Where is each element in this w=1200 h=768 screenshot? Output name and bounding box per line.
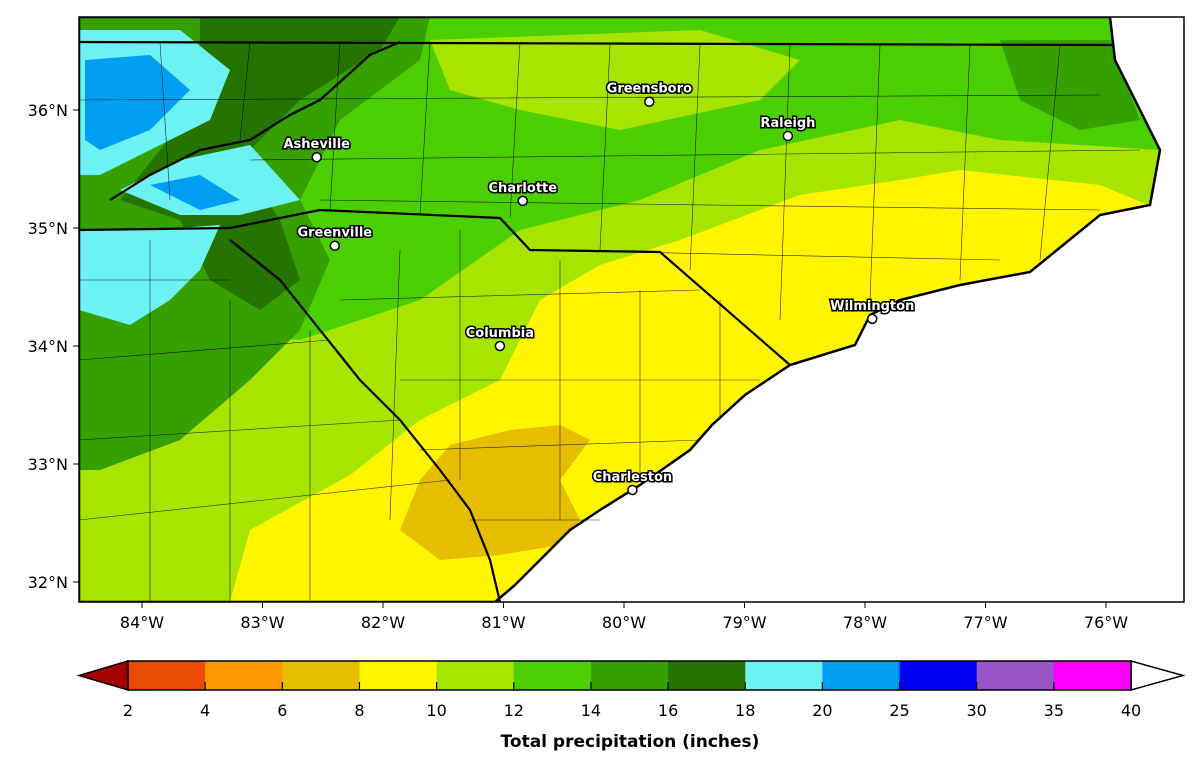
city-charleston: Charleston <box>591 468 674 496</box>
colorbar-tick-label: 20 <box>812 701 832 720</box>
precip-zone-14-16-ne <box>1000 40 1140 130</box>
lon-tick-label: 79°W <box>722 613 766 632</box>
city-label: Raleigh <box>760 116 815 131</box>
city-dot <box>866 313 878 325</box>
city-wilmington: Wilmington <box>829 297 916 325</box>
lat-tick-label: 36°N <box>28 101 68 120</box>
colorbar-tick-label: 30 <box>967 701 987 720</box>
lon-tick-label: 76°W <box>1084 613 1128 632</box>
city-label: Wilmington <box>830 299 914 314</box>
colorbar-bin <box>513 661 592 690</box>
colorbar-bin <box>436 661 515 690</box>
lon-tick-label: 82°W <box>361 613 405 632</box>
colorbar-tick-label: 10 <box>426 701 446 720</box>
county-lines <box>79 41 1141 602</box>
lat-tick-label: 33°N <box>28 455 68 474</box>
city-label: Columbia <box>466 326 534 341</box>
city-dot <box>782 130 794 142</box>
map-area <box>79 17 1184 602</box>
colorbar-outline <box>127 660 1132 691</box>
map-frame <box>78 16 1185 603</box>
lon-tick-label: 80°W <box>602 613 646 632</box>
colorbar-tick-label: 12 <box>504 701 524 720</box>
colorbar-tick-label: 25 <box>889 701 909 720</box>
colorbar-bin <box>205 661 283 690</box>
city-raleigh: Raleigh <box>759 114 817 142</box>
city-asheville: Asheville <box>282 136 352 163</box>
latitude-ticks: 36°N 35°N 34°N 33°N 32°N <box>28 101 79 592</box>
city-dot <box>517 195 529 207</box>
ga-nc-border <box>79 226 231 232</box>
colorbar-bin <box>282 661 360 690</box>
colorbar-title: Total precipitation (inches) <box>501 732 760 752</box>
colorbar-bin <box>128 661 206 690</box>
colorbar-tick-label: 16 <box>658 701 678 720</box>
colorbar-tick-label: 6 <box>277 701 287 720</box>
lon-tick-label: 83°W <box>240 613 284 632</box>
colorbar-over-arrow <box>1130 660 1186 691</box>
longitude-ticks: 84°W 83°W 82°W 81°W 80°W 79°W 78°W 77°W 76°W <box>120 602 1128 632</box>
colorbar-under-arrow <box>76 659 129 692</box>
nc-tn-border <box>109 40 401 201</box>
precip-zone-10-12-north <box>430 30 800 130</box>
city-columbia: Columbia <box>464 325 536 352</box>
city-charlotte: Charlotte <box>487 179 559 207</box>
city-markers: Greensboro Raleigh Asheville Charlotte Green… <box>282 80 916 496</box>
lon-tick-label: 84°W <box>120 613 164 632</box>
precip-zone-18-20-south <box>79 225 220 325</box>
nc-va-border <box>79 40 1113 47</box>
precip-zone-18-20-mid <box>120 145 300 215</box>
city-label: Charlotte <box>488 181 557 196</box>
lon-tick-label: 78°W <box>843 613 887 632</box>
colorbar-tick-label: 40 <box>1121 701 1141 720</box>
colorbar-tick-label: 2 <box>123 701 133 720</box>
city-dot <box>494 340 506 352</box>
nc-sc-border <box>229 208 791 366</box>
city-greensboro: Greensboro <box>605 80 694 107</box>
city-label: Charleston <box>593 470 672 485</box>
lon-tick-label: 81°W <box>481 613 525 632</box>
city-greenville: Greenville <box>296 224 374 251</box>
colorbar-bin <box>745 661 823 690</box>
colorbar-bin <box>822 661 901 690</box>
city-label: Greensboro <box>607 82 692 97</box>
lat-tick-label: 34°N <box>28 337 68 356</box>
city-dot <box>311 151 322 163</box>
colorbar-bin <box>899 661 978 690</box>
precip-zone-20-25-b <box>150 175 240 210</box>
colorbar-bin <box>976 661 1055 690</box>
colorbar-bin <box>359 661 438 690</box>
colorbar-tick-label: 18 <box>735 701 755 720</box>
colorbar-tick-label: 14 <box>581 701 601 720</box>
lon-tick-label: 77°W <box>963 613 1007 632</box>
city-dot <box>329 240 341 251</box>
colorbar-tick-label: 35 <box>1044 701 1064 720</box>
precip-zone-6-8 <box>400 425 590 560</box>
colorbar-tick-label: 8 <box>354 701 364 720</box>
colorbar-bin <box>668 661 746 690</box>
city-label: Greenville <box>297 226 372 241</box>
lat-tick-label: 35°N <box>28 219 68 238</box>
lat-tick-label: 32°N <box>28 573 68 592</box>
colorbar: 2 4 6 8 10 12 14 16 18 20 25 30 35 40 <box>76 659 1186 720</box>
city-label: Asheville <box>283 137 350 152</box>
colorbar-bin <box>1053 661 1132 690</box>
city-dot <box>644 96 655 107</box>
colorbar-bin <box>590 661 669 690</box>
city-dot <box>627 484 638 496</box>
colorbar-tick-label: 4 <box>200 701 210 720</box>
precip-zone-20-25 <box>85 55 190 150</box>
